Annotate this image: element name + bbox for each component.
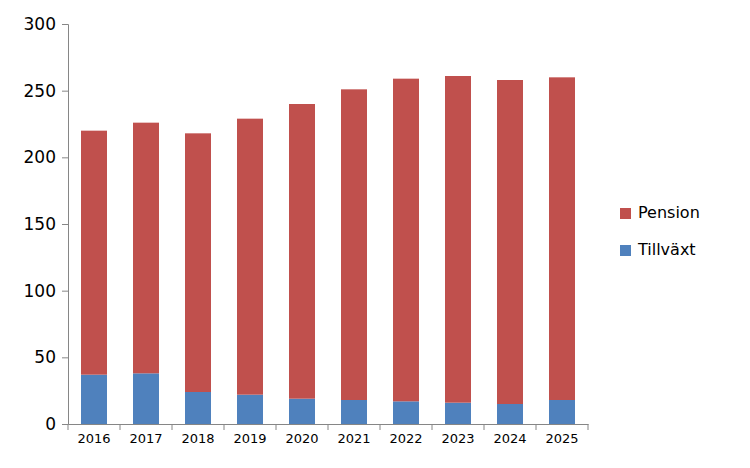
bar [549, 400, 575, 424]
bar [445, 76, 471, 403]
x-tick-label: 2024 [493, 431, 526, 446]
x-tick-label: 2022 [389, 431, 422, 446]
bar [237, 395, 263, 424]
y-tick: 50 [34, 347, 68, 367]
y-tick-label: 100 [24, 281, 56, 301]
y-tick-mark [62, 291, 68, 292]
y-tick-label: 50 [34, 347, 56, 367]
x-separator [328, 424, 329, 430]
x-separator [484, 424, 485, 430]
x-tick: 2022 [389, 424, 422, 446]
y-tick-mark [62, 91, 68, 92]
y-tick: 0 [45, 414, 68, 434]
x-separator [172, 424, 173, 430]
x-separator [536, 424, 537, 430]
x-tick-label: 2017 [129, 431, 162, 446]
bar [185, 392, 211, 424]
x-tick: 2017 [129, 424, 162, 446]
bar [497, 80, 523, 404]
y-tick-mark [62, 224, 68, 225]
x-tick: 2024 [493, 424, 526, 446]
x-tick-label: 2016 [77, 431, 110, 446]
x-tick-label: 2021 [337, 431, 370, 446]
x-tick-label: 2025 [545, 431, 578, 446]
bar [185, 133, 211, 392]
bar [81, 375, 107, 424]
x-tick: 2016 [77, 424, 110, 446]
y-tick-mark [62, 424, 68, 425]
bar [549, 77, 575, 400]
y-tick: 250 [24, 81, 68, 101]
y-tick-mark [62, 357, 68, 358]
bar [393, 79, 419, 402]
y-tick: 100 [24, 281, 68, 301]
plot: 0501001502002503002016201720182019202020… [24, 14, 589, 446]
bars [81, 76, 575, 424]
bar [133, 123, 159, 374]
x-axis: 2016 2017 2018 2019 2020 2021 2022 2023 2024 2025 [69, 424, 589, 446]
y-tick-label: 0 [45, 414, 56, 434]
y-tick-label: 150 [24, 214, 56, 234]
x-separator [588, 424, 589, 430]
x-separator [68, 424, 69, 430]
bar [237, 119, 263, 395]
x-tick-label: 2019 [233, 431, 266, 446]
bar [497, 404, 523, 424]
x-tick-label: 2018 [181, 431, 214, 446]
x-separator [432, 424, 433, 430]
chart: 0501001502002503002016201720182019202020… [0, 0, 750, 468]
x-tick: 2020 [285, 424, 318, 446]
y-axis-line [62, 25, 69, 425]
series [81, 76, 575, 404]
x-separator [120, 424, 121, 430]
x-separator [380, 424, 381, 430]
y-tick-mark [62, 157, 68, 158]
x-separator [224, 424, 225, 430]
bar [341, 400, 367, 424]
x-separators [68, 424, 588, 430]
legend: Pension Tillväxt [620, 203, 700, 259]
legend-label: Pension [638, 203, 700, 222]
bar [445, 403, 471, 424]
x-tick-label: 2020 [285, 431, 318, 446]
y-tick: 150 [24, 214, 68, 234]
y-tick-label: 300 [24, 14, 56, 34]
y-tick-mark [62, 24, 68, 25]
legend-swatch [620, 245, 631, 256]
bar [133, 373, 159, 424]
y-axis: 0 50 100 150 200 250 300 [24, 14, 69, 434]
x-tick-label: 2023 [441, 431, 474, 446]
x-tick: 2023 [441, 424, 474, 446]
y-tick: 200 [24, 147, 68, 167]
x-separator [276, 424, 277, 430]
y-tick-label: 200 [24, 147, 56, 167]
x-tick: 2018 [181, 424, 214, 446]
bar [393, 401, 419, 424]
y-tick-label: 250 [24, 81, 56, 101]
x-tick: 2021 [337, 424, 370, 446]
x-tick: 2025 [545, 424, 578, 446]
x-tick: 2019 [233, 424, 266, 446]
y-tick: 300 [24, 14, 68, 34]
legend-swatch [620, 208, 631, 219]
bar [341, 89, 367, 400]
legend-label: Tillväxt [637, 240, 696, 259]
bar [289, 104, 315, 399]
legend-item: Tillväxt [620, 240, 696, 259]
bar [81, 131, 107, 375]
bar [289, 399, 315, 424]
legend-item: Pension [620, 203, 700, 222]
